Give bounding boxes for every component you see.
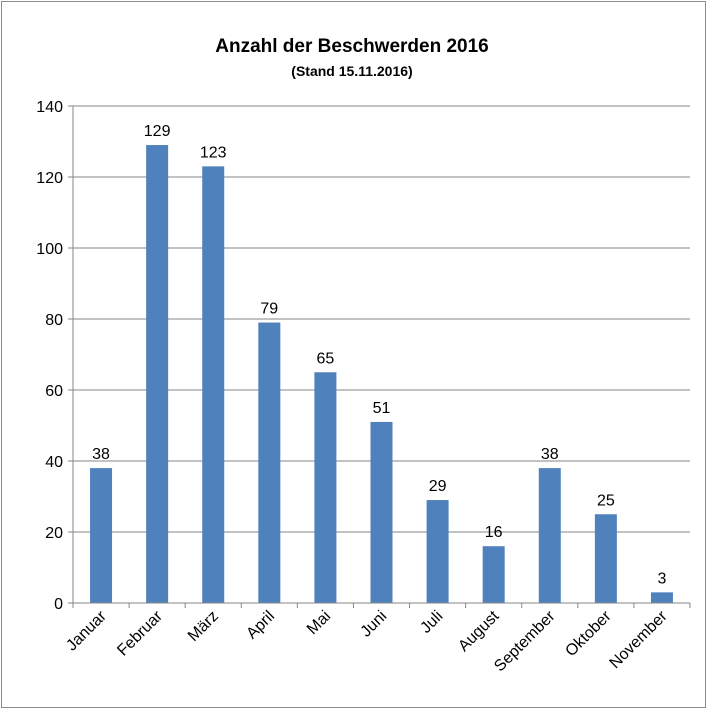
bar — [258, 322, 281, 603]
y-tick-label: 140 — [36, 99, 63, 116]
y-tick-label: 120 — [36, 170, 63, 187]
y-tick-label: 100 — [36, 241, 63, 258]
y-tick-label: 60 — [45, 383, 63, 400]
category-label: Januar — [63, 607, 110, 654]
bar — [482, 546, 505, 603]
axes — [72, 106, 691, 608]
bar — [202, 166, 225, 603]
chart-subtitle: (Stand 15.11.2016) — [291, 63, 412, 79]
data-label: 38 — [541, 446, 559, 463]
x-axis-category-labels: Januar Februar März April Mai Juni Juli AugustS… — [63, 607, 671, 675]
category-label: Februar — [114, 607, 166, 659]
data-label: 79 — [260, 301, 278, 318]
bars — [90, 145, 673, 604]
bar — [426, 500, 449, 603]
bar — [314, 372, 337, 603]
data-label: 3 — [658, 570, 667, 587]
category-label: Oktober — [562, 607, 615, 660]
y-tick-label: 0 — [54, 596, 63, 613]
data-label: 65 — [317, 350, 335, 367]
data-label: 29 — [429, 478, 447, 495]
chart-title: Anzahl der Beschwerden 2016 — [215, 36, 489, 57]
data-label: 123 — [200, 144, 227, 161]
bar — [146, 145, 169, 604]
bar — [370, 421, 393, 603]
data-label: 16 — [485, 524, 503, 541]
category-label: August — [455, 607, 503, 655]
y-tick-label: 40 — [45, 454, 63, 471]
category-label: Juni — [358, 608, 391, 641]
data-label: 51 — [373, 400, 391, 417]
data-label: 25 — [597, 492, 615, 509]
category-label: November — [607, 607, 672, 672]
bar — [650, 592, 673, 603]
category-label: Juli — [417, 608, 446, 637]
y-tick-label: 20 — [45, 525, 63, 542]
bar — [594, 514, 617, 603]
category-label: September — [491, 607, 559, 675]
data-label: 129 — [144, 123, 171, 140]
data-labels: 38 129 123 79 65 51 29 16 38 25 3 — [92, 123, 666, 587]
category-label: Mai — [304, 608, 334, 638]
bar — [538, 468, 561, 603]
y-axis-tick-labels: 0 20 40 60 80 100 120 140 — [36, 99, 73, 613]
data-label: 38 — [92, 446, 110, 463]
gridlines — [73, 105, 690, 533]
bar — [90, 468, 113, 603]
category-label: März — [185, 608, 222, 645]
y-tick-label: 80 — [45, 312, 63, 329]
category-label: April — [243, 608, 278, 643]
